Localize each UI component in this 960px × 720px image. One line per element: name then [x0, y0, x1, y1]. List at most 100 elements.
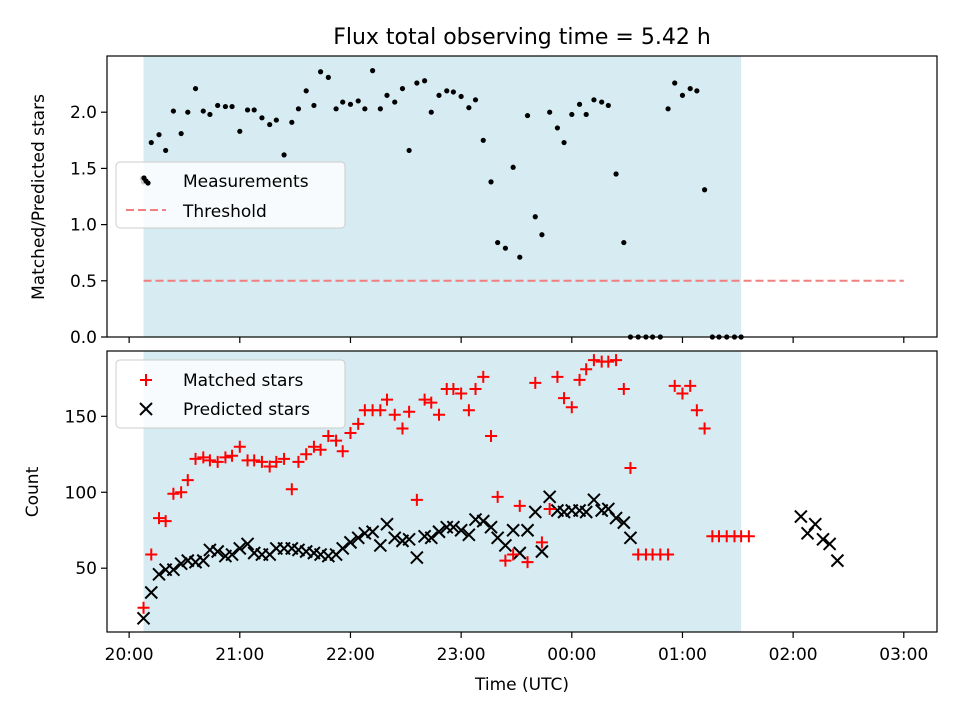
- bottom-legend: Matched stars Predicted stars: [115, 359, 346, 429]
- measurement-point: [458, 93, 464, 100]
- predicted-star-point: [520, 523, 535, 537]
- measurement-point: [148, 139, 154, 146]
- matched-star-point: [662, 548, 675, 561]
- measurement-point: [524, 112, 531, 119]
- x-tick-label: 23:00: [437, 645, 486, 665]
- measurement-point: [317, 69, 324, 75]
- measurement-point: [672, 80, 678, 86]
- matched-star-point: [285, 483, 298, 496]
- matched-star-point: [278, 452, 291, 465]
- predicted-star-point: [166, 563, 181, 577]
- matched-star-point: [203, 454, 216, 467]
- measurement-point: [488, 179, 494, 185]
- predicted-star-point: [609, 511, 623, 525]
- measurement-point: [355, 98, 361, 104]
- bottom-y-ticks: 50 100 150: [65, 407, 107, 579]
- measurement-point: [273, 117, 279, 123]
- predicted-star-point: [528, 505, 542, 519]
- x-tick-label: 22:00: [326, 645, 375, 665]
- bottom-plot-frame: [106, 350, 938, 633]
- measurement-point: [259, 115, 265, 121]
- top-plot-frame: [106, 55, 938, 338]
- matched-star-point: [211, 455, 224, 468]
- matched-star-point: [529, 376, 542, 389]
- matched-star-point: [219, 451, 232, 464]
- predicted-star-point: [174, 556, 188, 571]
- measurement-point: [163, 147, 169, 154]
- matched-star-point: [565, 401, 578, 414]
- matched-star-point: [380, 393, 393, 406]
- matched-star-points: [137, 354, 755, 614]
- matched-star-point: [314, 443, 327, 456]
- measurement-point: [215, 102, 221, 109]
- measurement-point: [377, 106, 383, 112]
- measurement-point: [207, 111, 213, 118]
- measurement-point: [472, 97, 479, 103]
- matched-star-point: [255, 455, 268, 468]
- predicted-star-point: [822, 537, 837, 551]
- matched-star-point: [292, 455, 305, 468]
- top-y-tick-label: 1.0: [70, 216, 97, 236]
- measurement-point: [251, 107, 257, 113]
- top-y-axis-label: Matched/Predicted stars: [29, 94, 49, 300]
- matched-star-point: [270, 455, 283, 468]
- predicted-star-point: [402, 532, 416, 547]
- measurement-point: [561, 139, 567, 146]
- predicted-star-point: [380, 517, 394, 531]
- x-tick-label: 01:00: [658, 645, 707, 665]
- predicted-star-point: [424, 531, 438, 545]
- matched-star-point: [602, 355, 615, 368]
- matched-star-point: [167, 487, 180, 500]
- predicted-star-point: [233, 541, 247, 556]
- measurement-point: [444, 88, 450, 94]
- measurement-point: [502, 245, 508, 251]
- measurement-point: [466, 105, 472, 111]
- measurement-point: [311, 102, 317, 109]
- matched-star-point: [477, 370, 490, 383]
- matched-star-point: [543, 502, 556, 515]
- measurement-point: [428, 109, 434, 115]
- predicted-star-point: [579, 505, 593, 519]
- measurement-point: [510, 164, 516, 170]
- measurement-point: [347, 101, 354, 107]
- matched-star-point: [610, 354, 623, 367]
- measurement-point: [450, 89, 456, 95]
- measurement-point: [621, 239, 627, 246]
- matched-star-point: [307, 440, 320, 453]
- matched-star-point: [447, 382, 460, 395]
- predicted-star-point: [808, 517, 822, 531]
- measurement-point: [665, 106, 671, 112]
- matched-star-point: [690, 404, 703, 417]
- matched-star-point: [233, 440, 246, 453]
- measurement-point: [605, 102, 611, 109]
- predicted-star-point: [336, 541, 350, 556]
- measurement-point: [422, 78, 428, 84]
- predicted-star-point: [462, 528, 476, 542]
- measurement-point: [694, 88, 700, 94]
- matched-star-point: [433, 408, 445, 421]
- predicted-star-point: [410, 550, 424, 565]
- bottom-y-tick-label: 150: [65, 407, 97, 427]
- matched-star-point: [551, 370, 564, 383]
- matched-star-point: [181, 474, 194, 487]
- predicted-star-point: [365, 525, 380, 539]
- top-y-ticks: 0.0 0.5 1.0 1.5 2.0: [70, 103, 107, 348]
- measurement-point: [613, 171, 619, 177]
- measurement-point: [554, 125, 561, 131]
- measurement-point: [414, 80, 420, 86]
- matched-star-point: [263, 460, 276, 473]
- predicted-star-point: [794, 509, 808, 524]
- measurement-point: [517, 254, 523, 260]
- measurement-point: [702, 187, 708, 193]
- matched-star-point: [175, 486, 188, 499]
- predicted-star-point: [136, 611, 151, 626]
- measurement-point: [392, 99, 398, 105]
- matched-star-point: [587, 354, 600, 367]
- chart-title: Flux total observing time = 5.42 h: [333, 25, 711, 50]
- matched-star-point: [469, 382, 482, 395]
- measurement-point: [480, 137, 486, 143]
- x-tick-label: 00:00: [547, 645, 596, 665]
- matched-star-point: [153, 512, 166, 525]
- matched-star-point: [189, 452, 202, 465]
